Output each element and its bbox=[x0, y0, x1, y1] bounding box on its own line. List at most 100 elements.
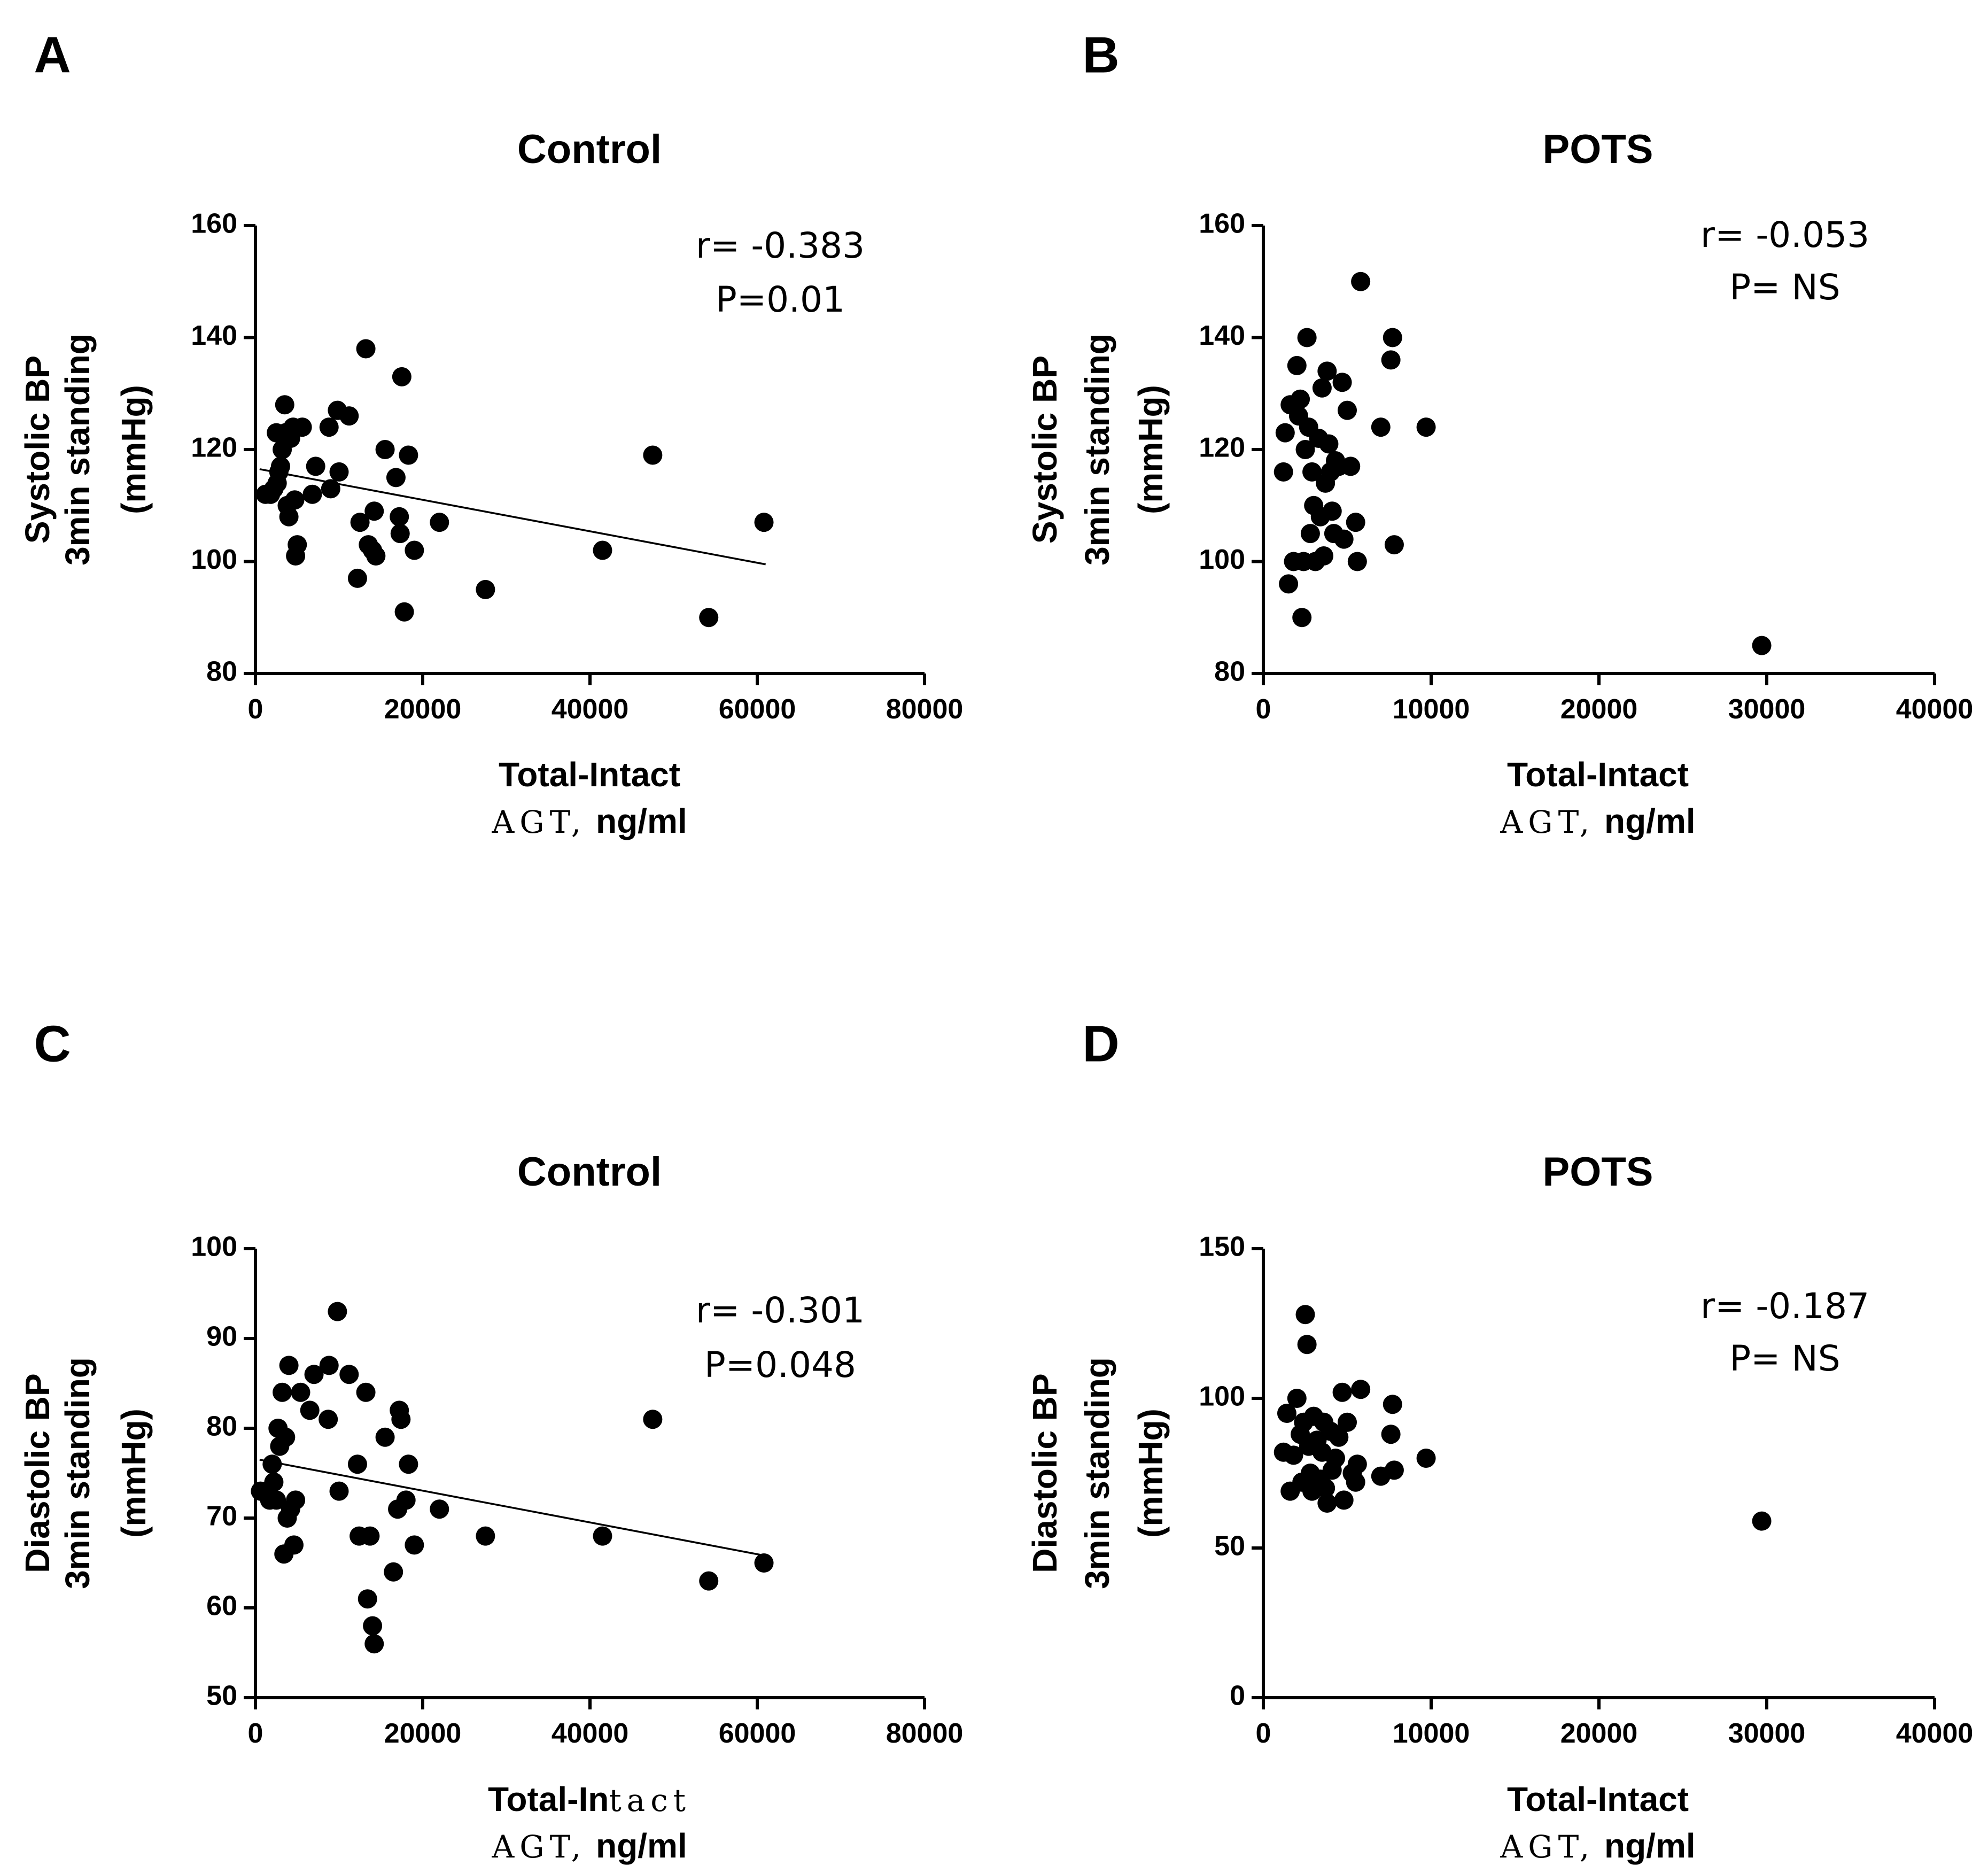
y-tick-label: 60 bbox=[206, 1591, 237, 1622]
data-point bbox=[1287, 355, 1307, 375]
y-axis-label: Systolic BP bbox=[18, 355, 57, 544]
y-tick-label: 50 bbox=[206, 1681, 237, 1712]
data-point bbox=[275, 395, 294, 415]
data-point bbox=[1297, 1335, 1317, 1355]
correlation-p: P= NS bbox=[1729, 1338, 1840, 1379]
data-point bbox=[291, 1382, 310, 1402]
x-tick-label: 40000 bbox=[1896, 694, 1974, 725]
data-point bbox=[1314, 546, 1334, 566]
x-tick-label: 0 bbox=[1256, 694, 1271, 725]
data-point bbox=[384, 1562, 403, 1582]
data-point bbox=[643, 445, 663, 465]
correlation-r: r= -0.187 bbox=[1700, 1286, 1869, 1327]
data-point bbox=[329, 462, 349, 482]
correlation-p: P=0.048 bbox=[704, 1344, 856, 1386]
y-axis-label: 3min standing bbox=[58, 1357, 97, 1589]
data-point bbox=[347, 1454, 367, 1474]
data-point bbox=[391, 1410, 411, 1429]
data-point bbox=[339, 406, 359, 426]
data-point bbox=[284, 1535, 304, 1555]
data-point bbox=[405, 1535, 424, 1555]
panel-a: A Control 80 100 120 140 160 0 20000 40000 60000 80… bbox=[18, 26, 963, 840]
regression-line bbox=[259, 468, 766, 566]
data-point bbox=[1297, 328, 1317, 347]
chart-title: POTS bbox=[1543, 1149, 1653, 1195]
data-point bbox=[1383, 1395, 1402, 1414]
data-point bbox=[304, 1365, 324, 1384]
data-point bbox=[319, 1410, 338, 1429]
data-point bbox=[394, 602, 414, 622]
data-point bbox=[356, 339, 376, 359]
data-point bbox=[1752, 1511, 1772, 1531]
data-point bbox=[1317, 1493, 1337, 1513]
x-axis-label: Total-Intact bbox=[1507, 755, 1689, 794]
x-tick-label: 40000 bbox=[1896, 1718, 1974, 1749]
data-point bbox=[1338, 1412, 1357, 1432]
data-point bbox=[350, 513, 370, 532]
chart-title: Control bbox=[517, 1149, 662, 1195]
data-point bbox=[593, 540, 612, 560]
y-tick-label: 50 bbox=[1214, 1531, 1245, 1562]
correlation-p: P= NS bbox=[1729, 267, 1840, 308]
data-point bbox=[1341, 456, 1361, 476]
panel-letter: D bbox=[1082, 1015, 1119, 1072]
data-point bbox=[1381, 350, 1401, 370]
panel-c: C Control 50 60 70 80 90 100 0 20000 40000 60000 800… bbox=[18, 1015, 963, 1865]
x-axis-label-units: AGT, ng/ml bbox=[1500, 1826, 1695, 1865]
x-axis-label: Total-Intact bbox=[499, 755, 680, 794]
x-axis-label-part: tact bbox=[609, 1782, 691, 1818]
x-tick-label: 10000 bbox=[1393, 1718, 1470, 1749]
y-axis-label: Diastolic BP bbox=[18, 1373, 57, 1573]
data-point bbox=[699, 1571, 719, 1591]
data-point bbox=[1275, 423, 1295, 443]
data-point bbox=[1277, 1404, 1296, 1423]
x-axis-label-part: AGT, bbox=[491, 804, 586, 840]
x-axis-label-part: AGT, bbox=[1500, 804, 1595, 840]
data-point bbox=[1295, 1305, 1315, 1325]
panel-letter: A bbox=[34, 26, 71, 83]
data-point bbox=[392, 367, 411, 386]
y-axis-label: 3min standing bbox=[1078, 1357, 1116, 1589]
data-point bbox=[1332, 373, 1352, 392]
x-tick-label: 30000 bbox=[1728, 1718, 1806, 1749]
data-point bbox=[358, 1589, 377, 1609]
data-point bbox=[339, 1365, 359, 1384]
data-point bbox=[292, 417, 312, 437]
data-point bbox=[386, 468, 406, 487]
x-tick-label: 40000 bbox=[552, 1718, 629, 1749]
data-point bbox=[1317, 361, 1337, 381]
x-tick-label: 20000 bbox=[384, 694, 462, 725]
data-point bbox=[366, 546, 386, 566]
y-axis-label: Systolic BP bbox=[1026, 355, 1064, 544]
data-point bbox=[1329, 1427, 1349, 1447]
x-axis-label-part: ng/ml bbox=[586, 802, 687, 840]
y-tick-label: 100 bbox=[191, 544, 237, 575]
data-point bbox=[364, 501, 384, 521]
y-tick-label: 100 bbox=[1199, 544, 1245, 575]
x-axis-label: Total-Intact bbox=[1507, 1780, 1689, 1818]
data-point bbox=[430, 1499, 449, 1519]
data-point bbox=[279, 507, 299, 527]
y-tick-label: 70 bbox=[206, 1501, 237, 1532]
correlation-r: r= -0.383 bbox=[696, 225, 865, 266]
y-tick-label: 90 bbox=[206, 1321, 237, 1352]
data-point bbox=[1346, 513, 1365, 532]
data-point bbox=[286, 1490, 306, 1510]
data-point bbox=[643, 1410, 663, 1429]
x-tick-label: 0 bbox=[1256, 1718, 1271, 1749]
x-tick-label: 80000 bbox=[886, 1718, 964, 1749]
data-point bbox=[267, 1490, 286, 1510]
data-point bbox=[319, 1356, 339, 1375]
data-point bbox=[1326, 1449, 1346, 1468]
data-point bbox=[1351, 1380, 1371, 1399]
data-point bbox=[1291, 389, 1310, 409]
y-tick-label: 80 bbox=[206, 656, 237, 687]
data-point bbox=[1332, 1382, 1352, 1402]
data-point bbox=[1371, 417, 1391, 437]
data-point bbox=[1279, 574, 1299, 594]
data-point bbox=[1302, 462, 1322, 482]
y-tick-label: 150 bbox=[1199, 1232, 1245, 1263]
chart-title: POTS bbox=[1543, 127, 1653, 172]
data-point bbox=[1284, 1445, 1303, 1465]
